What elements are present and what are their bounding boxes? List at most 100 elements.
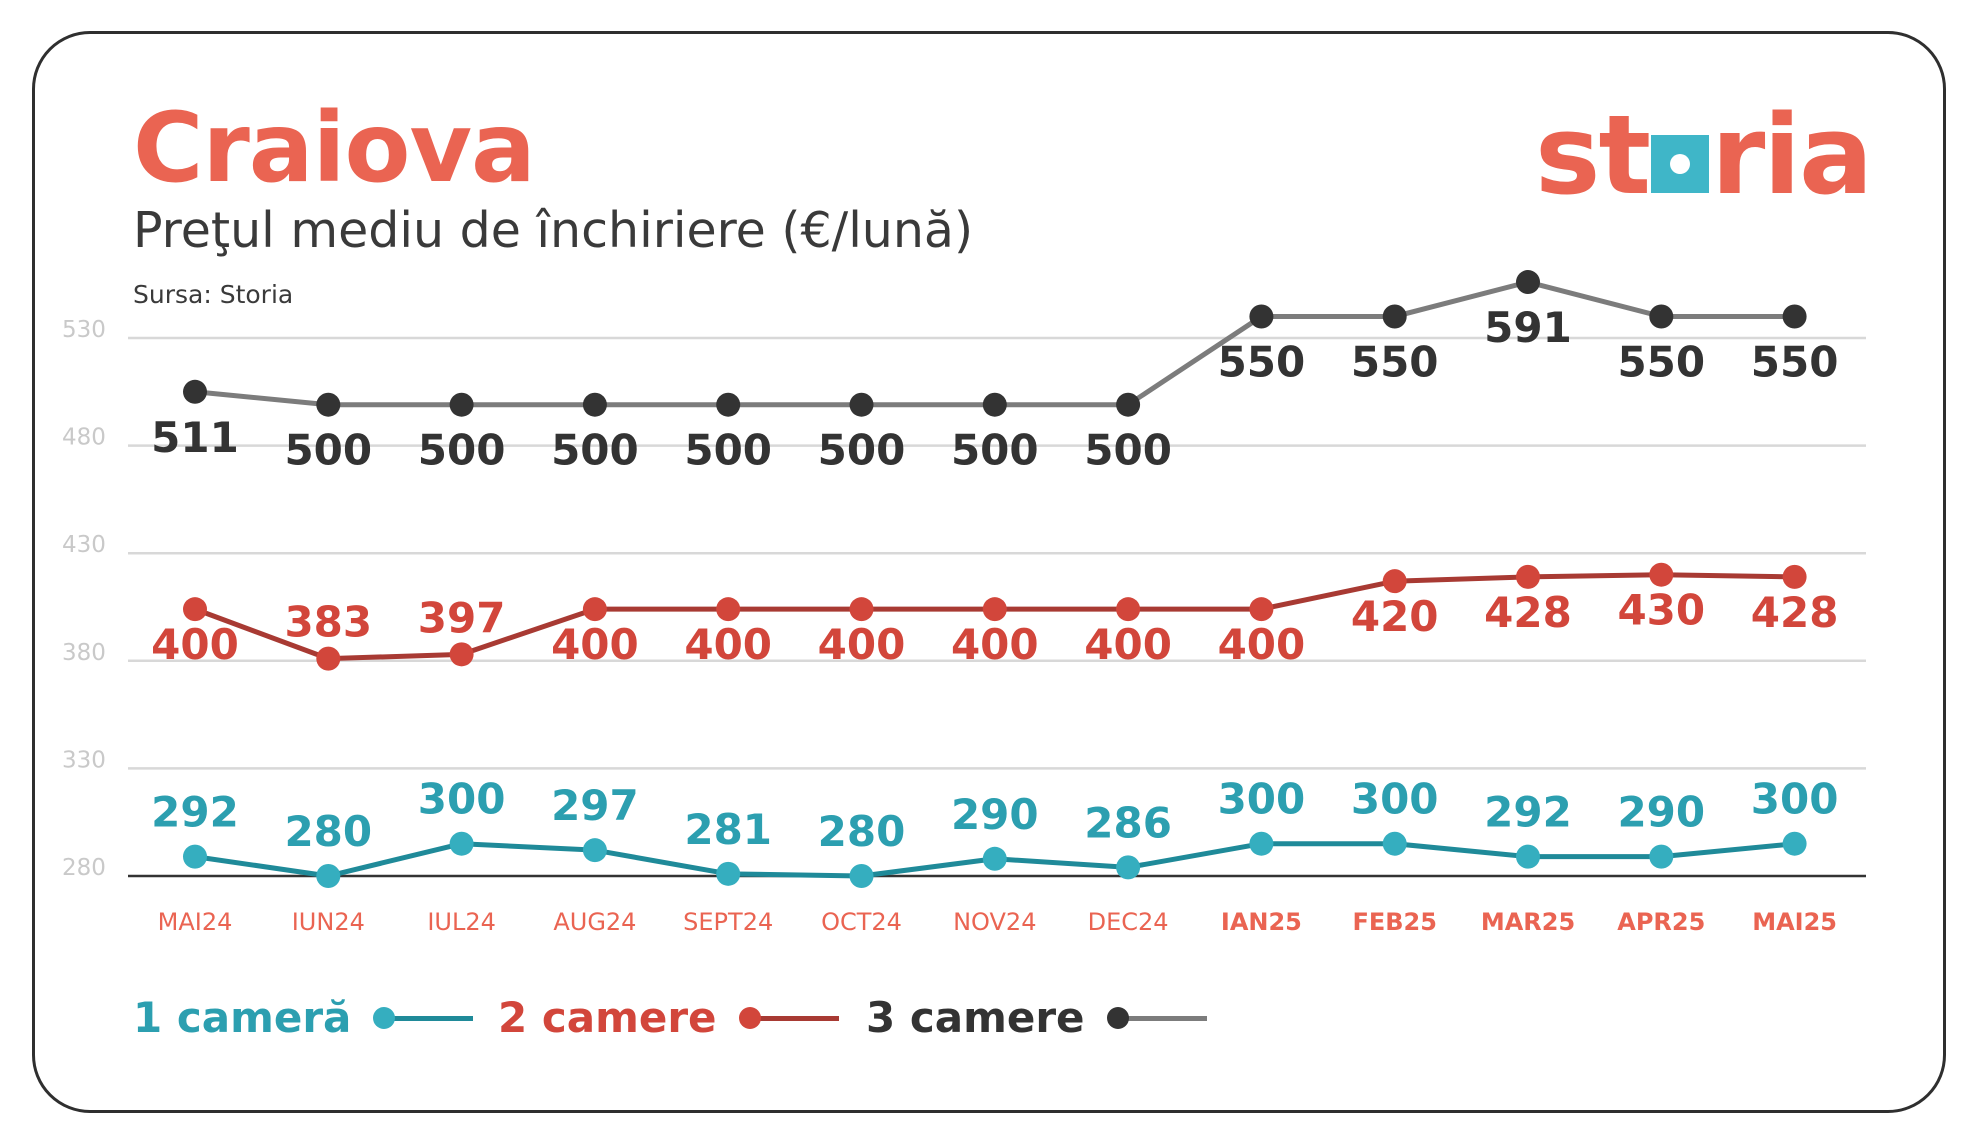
- data-point: [1516, 844, 1540, 869]
- data-label: 428: [1751, 588, 1839, 637]
- legend-swatch-3-camere: [1106, 1003, 1207, 1033]
- x-tick-label: APR25: [1617, 908, 1705, 936]
- data-label: 280: [818, 807, 906, 856]
- data-label: 500: [551, 426, 639, 475]
- data-point: [582, 838, 607, 863]
- data-point: [1116, 855, 1141, 880]
- data-label: 300: [418, 775, 506, 824]
- data-label: 500: [418, 426, 506, 475]
- x-tick-label: MAR25: [1481, 908, 1575, 936]
- data-point: [716, 392, 741, 417]
- data-label: 550: [1218, 337, 1306, 386]
- data-point: [183, 844, 207, 869]
- data-point: [449, 392, 474, 417]
- x-tick-label: AUG24: [553, 908, 636, 936]
- data-point: [1382, 831, 1407, 856]
- data-label: 430: [1617, 586, 1705, 635]
- data-label: 550: [1351, 337, 1439, 386]
- chart-subtitle: Preţul mediu de închiriere (€/lună): [133, 202, 974, 259]
- data-label: 500: [1084, 426, 1172, 475]
- legend-label-1-camera: 1 cameră: [133, 993, 352, 1042]
- data-point: [1649, 562, 1674, 587]
- data-point: [849, 864, 874, 888]
- data-label: 511: [151, 413, 239, 462]
- data-point: [316, 392, 341, 417]
- legend-swatch-2-camere: [738, 1003, 839, 1033]
- data-point: [582, 597, 607, 622]
- data-label: 290: [951, 790, 1039, 839]
- x-tick-label: IAN25: [1221, 908, 1302, 936]
- data-point: [849, 392, 874, 417]
- data-label: 300: [1751, 775, 1839, 824]
- data-point: [1782, 831, 1807, 856]
- data-point: [716, 597, 741, 622]
- data-label: 400: [1218, 620, 1306, 669]
- legend-swatch-1-camera: [373, 1003, 474, 1033]
- data-point: [316, 646, 341, 671]
- data-label: 400: [951, 620, 1039, 669]
- x-tick-label: NOV24: [953, 908, 1036, 936]
- data-point: [1382, 569, 1407, 594]
- data-label: 500: [684, 426, 772, 475]
- data-label: 591: [1484, 303, 1572, 352]
- data-point: [183, 597, 207, 622]
- data-label: 550: [1751, 337, 1839, 386]
- data-point: [716, 861, 741, 886]
- data-point: [1516, 564, 1540, 589]
- data-point: [582, 392, 607, 417]
- x-tick-label: MAI24: [158, 908, 233, 936]
- data-label: 286: [1084, 798, 1172, 847]
- legend-item-1-camera: 1 cameră: [133, 990, 474, 1046]
- data-label: 400: [151, 620, 239, 669]
- y-tick-label: 530: [62, 317, 106, 343]
- data-label: 550: [1617, 337, 1705, 386]
- data-point: [1116, 392, 1141, 417]
- x-tick-label: FEB25: [1352, 908, 1436, 936]
- x-tick-label: MAI25: [1752, 908, 1837, 936]
- data-point: [1382, 304, 1407, 329]
- x-tick-label: SEPT24: [683, 908, 773, 936]
- logo-o-mark-icon: [1651, 135, 1710, 193]
- data-point: [316, 864, 341, 888]
- y-tick-label: 480: [62, 425, 106, 451]
- data-point: [183, 379, 207, 404]
- y-tick-label: 380: [62, 640, 106, 666]
- data-point: [1649, 844, 1674, 869]
- data-point: [982, 846, 1007, 871]
- data-point: [1516, 270, 1540, 295]
- data-label: 400: [1084, 620, 1172, 669]
- data-label: 290: [1617, 788, 1705, 837]
- data-label: 500: [951, 426, 1039, 475]
- data-point: [1649, 304, 1674, 329]
- x-tick-label: DEC24: [1088, 908, 1169, 936]
- legend-label-2-camere: 2 camere: [498, 993, 717, 1042]
- data-point: [982, 392, 1007, 417]
- data-point: [1249, 831, 1274, 856]
- data-label: 500: [284, 426, 372, 475]
- data-label: 300: [1218, 775, 1306, 824]
- data-point: [1249, 304, 1274, 329]
- data-label: 397: [418, 593, 506, 642]
- legend-item-2-camere: 2 camere: [498, 990, 839, 1046]
- y-tick-label: 330: [62, 747, 106, 773]
- data-label: 300: [1351, 775, 1439, 824]
- data-label: 500: [818, 426, 906, 475]
- y-tick-label: 430: [62, 532, 106, 558]
- logo-text-right: ria: [1711, 91, 1873, 219]
- data-label: 400: [684, 620, 772, 669]
- data-label: 400: [551, 620, 639, 669]
- data-point: [449, 642, 474, 667]
- y-tick-label: 280: [62, 855, 106, 881]
- data-point: [449, 831, 474, 856]
- x-tick-label: OCT24: [821, 908, 902, 936]
- x-tick-label: IUL24: [427, 908, 496, 936]
- x-tick-label: IUN24: [292, 908, 365, 936]
- logo-text-left: st: [1535, 91, 1651, 219]
- data-point: [1249, 597, 1274, 622]
- legend-item-3-camere: 3 camere: [866, 990, 1207, 1046]
- chart-title: Craiova: [133, 92, 536, 204]
- data-label: 292: [151, 788, 239, 837]
- storia-logo: st ria: [1535, 100, 1873, 210]
- chart-card: [32, 31, 1946, 1113]
